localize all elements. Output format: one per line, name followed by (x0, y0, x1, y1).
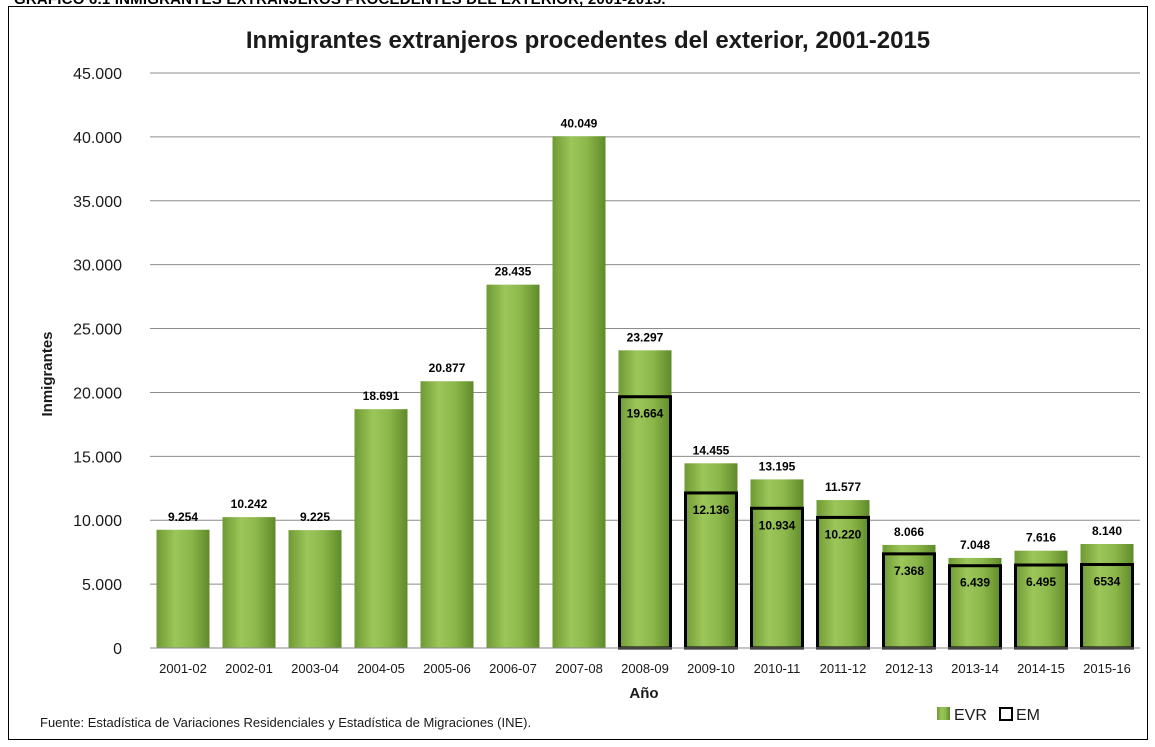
evr-data-label: 13.195 (759, 459, 796, 473)
legend-label-evr: EVR (954, 707, 987, 724)
evr-data-label: 40.049 (561, 116, 598, 130)
legend: EVR EM (937, 707, 1040, 724)
em-data-label: 10.220 (825, 527, 862, 541)
evr-bar (420, 381, 474, 648)
x-axis-label: Año (629, 685, 658, 702)
x-tick-label: 2002-01 (225, 661, 273, 676)
evr-bar (750, 479, 804, 648)
y-tick-label: 10.000 (73, 513, 122, 530)
x-tick-label: 2004-05 (357, 661, 405, 676)
y-tick-label: 20.000 (73, 385, 122, 402)
evr-bar (354, 409, 408, 648)
evr-bar (222, 517, 276, 648)
em-data-label: 6.495 (1026, 575, 1056, 589)
y-tick-label: 35.000 (73, 194, 122, 211)
x-tick-label: 2005-06 (423, 661, 471, 676)
x-tick-label: 2011-12 (820, 661, 867, 676)
y-tick-label: 5.000 (82, 577, 122, 594)
evr-bar (552, 136, 606, 649)
evr-data-label: 7.048 (960, 538, 990, 552)
evr-bar (1080, 543, 1134, 648)
em-data-label: 12.136 (693, 503, 730, 517)
em-data-label: 10.934 (759, 518, 796, 532)
source-note: Fuente: Estadística de Variaciones Resid… (40, 715, 531, 730)
evr-data-label: 8.140 (1092, 524, 1122, 538)
evr-data-label: 28.435 (495, 265, 532, 279)
x-tick-label: 2013-14 (951, 661, 999, 676)
evr-data-label: 11.577 (825, 480, 861, 494)
evr-bar (816, 500, 870, 648)
x-tick-label: 2014-15 (1017, 661, 1065, 676)
evr-data-label: 10.242 (231, 497, 268, 511)
evr-bar (486, 284, 540, 648)
x-tick-label: 2003-04 (291, 661, 339, 676)
evr-bar (948, 557, 1002, 648)
legend-label-em: EM (1016, 707, 1040, 724)
evr-bar (288, 530, 342, 648)
data-labels: 9.254 10.242 9.225 18.691 20.877 28.435 40.049… (168, 116, 1122, 589)
evr-data-label: 20.877 (429, 361, 466, 375)
x-tick-label: 2001-02 (159, 661, 207, 676)
x-tick-label: 2006-07 (489, 661, 537, 676)
evr-data-label: 8.066 (894, 525, 924, 539)
x-tick-label: 2015-16 (1083, 661, 1131, 676)
em-data-label: 6534 (1094, 575, 1121, 589)
evr-data-label: 23.297 (627, 330, 664, 344)
x-tick-label: 2008-09 (621, 661, 669, 676)
em-data-label: 7.368 (894, 564, 924, 578)
legend-swatch-evr (937, 707, 950, 720)
evr-data-label: 7.616 (1026, 531, 1056, 545)
y-axis-ticks: 0 5.000 10.000 15.000 20.000 25.000 30.000 35.0… (73, 66, 122, 658)
y-tick-label: 30.000 (73, 258, 122, 275)
y-tick-label: 15.000 (73, 449, 122, 466)
y-tick-label: 0 (113, 641, 122, 658)
x-tick-label: 2012-13 (885, 661, 933, 676)
y-tick-label: 40.000 (73, 130, 122, 147)
y-axis-label: Inmigrantes (39, 331, 56, 416)
x-tick-label: 2009-10 (687, 661, 735, 676)
evr-data-label: 9.225 (300, 510, 330, 524)
legend-swatch-em (999, 707, 1013, 721)
evr-bar (618, 350, 672, 648)
em-data-label: 6.439 (960, 576, 990, 590)
figure-caption: GRÁFICO 6.1 INMIGRANTES EXTRANJEROS PROC… (14, 0, 666, 8)
y-tick-label: 45.000 (73, 66, 122, 83)
evr-bar (1014, 550, 1068, 648)
evr-data-label: 9.254 (168, 510, 198, 524)
evr-data-label: 18.691 (363, 389, 400, 403)
em-data-label: 19.664 (627, 407, 664, 421)
x-axis-ticks: 2001-02 2002-01 2003-04 2004-05 2005-06 2006-… (159, 661, 1131, 676)
x-tick-label: 2007-08 (555, 661, 603, 676)
evr-bar (882, 544, 936, 648)
evr-bar (684, 463, 738, 648)
x-tick-label: 2010-11 (754, 661, 801, 676)
evr-bar (156, 529, 210, 648)
chart-title: Inmigrantes extranjeros procedentes del … (246, 27, 930, 54)
y-tick-label: 25.000 (73, 322, 122, 339)
evr-data-label: 14.455 (693, 443, 730, 457)
